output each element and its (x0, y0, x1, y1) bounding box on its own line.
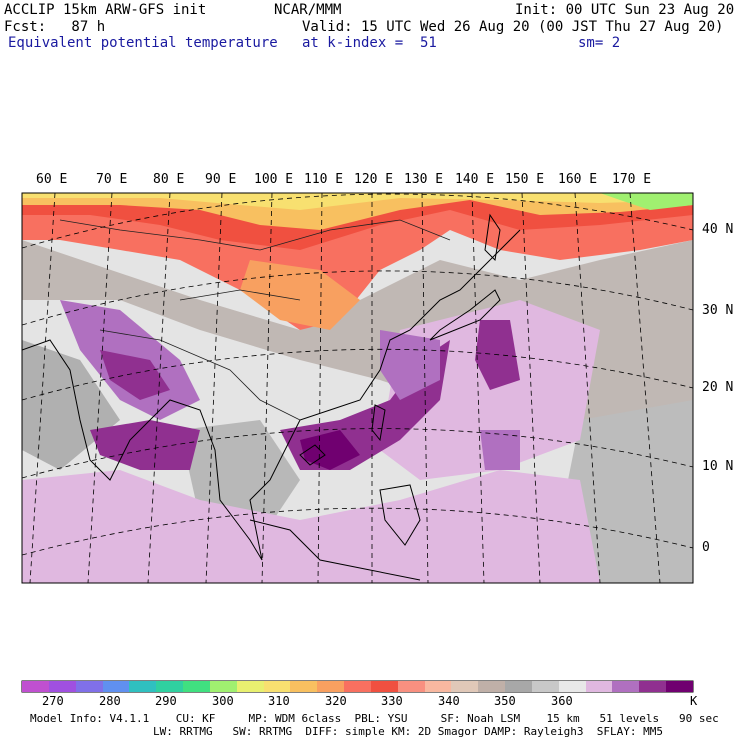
colorbar-cell (102, 681, 130, 692)
green-patch (600, 193, 693, 210)
graticule (22, 193, 693, 583)
colorbar-tick-label: 360 (551, 694, 573, 708)
colorbar-cell (209, 681, 238, 692)
colorbar-tick-label: 270 (42, 694, 64, 708)
colorbar-cell (585, 681, 613, 692)
lon-label: 130 E (404, 172, 444, 187)
forecast-hour: Fcst: 87 h (4, 19, 106, 35)
model-title: ACCLIP 15km ARW-GFS init (4, 2, 207, 18)
field-name: Equivalent potential temperature (8, 35, 278, 51)
colorbar-tick-label: 290 (155, 694, 177, 708)
lat-label: 10 N (702, 459, 734, 474)
colorbar-cell (129, 681, 157, 692)
colorbar-cell (183, 681, 211, 692)
colorbar-tick-label: 350 (494, 694, 516, 708)
colorbar-cell (156, 681, 184, 692)
colorbar-tick-label: 280 (99, 694, 121, 708)
lon-label: 80 E (153, 172, 185, 187)
colorbar-cell (22, 681, 50, 692)
colorbar-cell (478, 681, 506, 692)
lon-label: 110 E (304, 172, 344, 187)
lat-label: 40 N (702, 222, 734, 237)
lat-label: 20 N (702, 380, 734, 395)
colorbar-tick-label: 320 (325, 694, 347, 708)
colorbar-cell (397, 681, 426, 692)
colorbar-cell (236, 681, 265, 692)
lat-label: 30 N (702, 303, 734, 318)
colorbar-cell (48, 681, 77, 692)
model-info-line1: Model Info: V4.1.1 CU: KF MP: WDM 6class… (30, 712, 719, 725)
gray-region-east (560, 400, 693, 583)
lon-label: 100 E (254, 172, 294, 187)
lat-label: 0 (702, 540, 710, 555)
colorbar-tick-label: 330 (381, 694, 403, 708)
org-label: NCAR/MMM (274, 2, 342, 18)
borders (59, 219, 451, 421)
lon-label: 90 E (205, 172, 237, 187)
colorbar-unit: K (690, 694, 698, 708)
colorbar-cell (666, 681, 694, 692)
lon-label: 120 E (354, 172, 394, 187)
lon-label: 170 E (612, 172, 652, 187)
colorbar-cell (290, 681, 318, 692)
colorbar-cell (639, 681, 667, 692)
colorbar-cell (317, 681, 345, 692)
purple-core-india (100, 350, 170, 400)
colorbar-tick-label: 310 (268, 694, 290, 708)
coastlines (22, 213, 521, 581)
level-index: at k-index = 51 (302, 35, 437, 51)
lon-label: 150 E (505, 172, 545, 187)
lon-label: 140 E (455, 172, 495, 187)
map-frame (21, 192, 694, 584)
valid-time: Valid: 15 UTC Wed 26 Aug 20 (00 JST Thu … (302, 19, 724, 35)
yellow-fringe (22, 193, 693, 210)
colorbar-cell (424, 681, 452, 692)
model-info-line2: LW: RRTMG SW: RRTMG DIFF: simple KM: 2D … (153, 725, 663, 738)
colorbar-cell (451, 681, 479, 692)
colorbar-cell (612, 681, 640, 692)
lon-label: 70 E (96, 172, 128, 187)
smoothing: sm= 2 (578, 35, 621, 51)
purple-patch-east (480, 430, 520, 470)
purple-core-scs (300, 430, 360, 470)
colorbar-tick-label: 340 (438, 694, 460, 708)
lavender-south (22, 470, 600, 583)
colorbar-cell (505, 681, 533, 692)
lon-label: 160 E (558, 172, 598, 187)
lon-label: 60 E (36, 172, 68, 187)
colorbar-cell (370, 681, 399, 692)
colorbar-cell (344, 681, 372, 692)
colorbar-tick-label: 300 (212, 694, 234, 708)
colorbar-cell (263, 681, 291, 692)
orange-fringe (22, 193, 693, 230)
colorbar-cell (75, 681, 103, 692)
init-time: Init: 00 UTC Sun 23 Aug 20 (515, 2, 735, 18)
colorbar-cell (558, 681, 587, 692)
colorbar-cell (531, 681, 560, 692)
purple-bay-of-bengal (90, 420, 200, 470)
